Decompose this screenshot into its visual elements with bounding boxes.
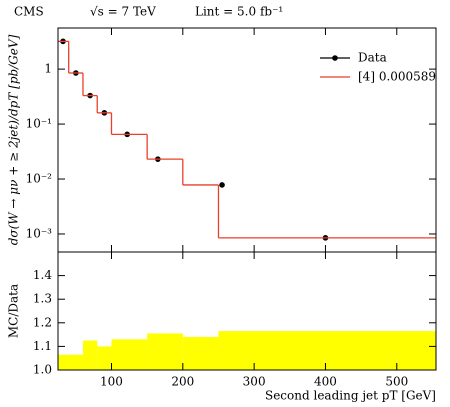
y-tick-label: 10⁻³: [26, 226, 53, 240]
legend-label: Data: [358, 51, 387, 65]
y-tick-label: 1.4: [33, 268, 52, 282]
x-tick-label: 300: [243, 375, 266, 389]
x-axis-label: Second leading jet pT [GeV]: [265, 389, 436, 403]
plot-frame: [57, 251, 437, 371]
data-point: [219, 182, 225, 188]
y-axis-label: MC/Data: [7, 284, 21, 338]
ratio-band: [218, 331, 436, 370]
ratio-band: [111, 339, 148, 370]
y-tick-label: 1.2: [33, 315, 52, 329]
legend-label: [4] 0.000589: [358, 70, 436, 84]
ratio-band: [147, 333, 183, 370]
x-tick-label: 500: [385, 375, 408, 389]
y-tick-label: 1.3: [33, 292, 52, 306]
y-tick-label: 10⁻²: [26, 172, 53, 186]
experiment: CMS: [14, 5, 44, 19]
ratio-band: [82, 340, 98, 370]
ratio-band: [58, 354, 69, 370]
energy: √s = 7 TeV: [90, 5, 156, 19]
x-tick-label: 400: [314, 375, 337, 389]
y-tick-label: 1: [44, 62, 52, 76]
x-tick-label: 100: [100, 375, 123, 389]
ratio-band: [182, 336, 219, 370]
x-tick-label: 200: [171, 375, 194, 389]
legend-marker: [332, 55, 338, 61]
ratio-band: [68, 354, 83, 370]
y-axis-label: dσ(W → μν + ≥ 2jet)/dpT [pb/GeV]: [7, 34, 21, 245]
y-tick-label: 10⁻¹: [26, 117, 52, 131]
y-tick-label: 1.0: [33, 363, 52, 377]
y-tick-label: 1.1: [33, 339, 52, 353]
luminosity: Lint = 5.0 fb⁻¹: [195, 5, 283, 19]
ratio-band: [97, 346, 112, 370]
